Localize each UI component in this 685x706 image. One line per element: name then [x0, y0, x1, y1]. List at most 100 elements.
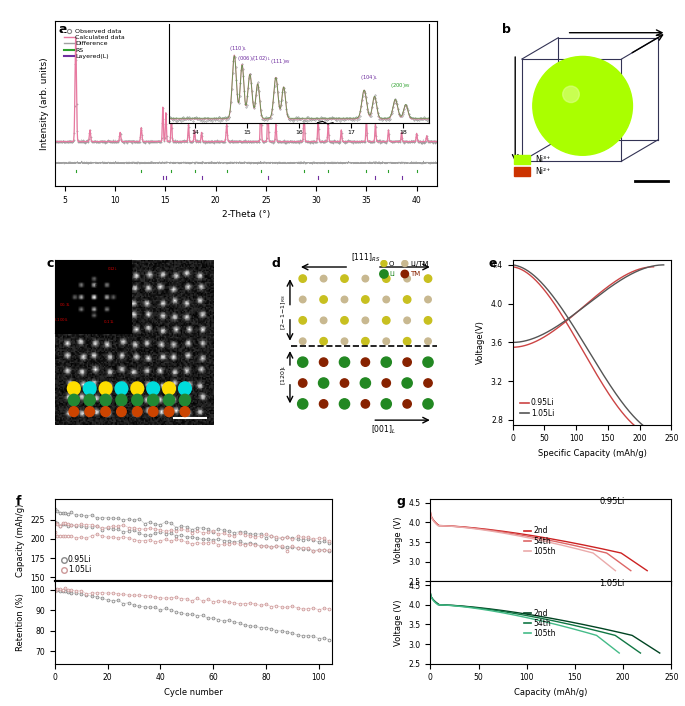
- Circle shape: [179, 394, 190, 406]
- Circle shape: [382, 275, 390, 282]
- Circle shape: [320, 337, 327, 345]
- Circle shape: [99, 382, 112, 395]
- Text: a: a: [59, 23, 67, 36]
- Text: Ni²⁺: Ni²⁺: [535, 167, 550, 176]
- Circle shape: [149, 407, 158, 417]
- Circle shape: [319, 378, 329, 388]
- Circle shape: [362, 317, 369, 323]
- Circle shape: [382, 317, 390, 324]
- X-axis label: Capacity (mAh/g): Capacity (mAh/g): [514, 688, 588, 697]
- X-axis label: Cycle number: Cycle number: [164, 688, 223, 697]
- Circle shape: [84, 382, 96, 395]
- Text: b: b: [502, 23, 511, 36]
- Circle shape: [425, 338, 432, 345]
- Text: Ni³⁺: Ni³⁺: [535, 155, 550, 164]
- Circle shape: [297, 357, 308, 367]
- Circle shape: [424, 275, 432, 282]
- Circle shape: [379, 270, 388, 278]
- Text: $[2\!-\!1\!-\!1]_{RS}$: $[2\!-\!1\!-\!1]_{RS}$: [279, 294, 288, 330]
- Y-axis label: Intensity (arb. units): Intensity (arb. units): [40, 57, 49, 150]
- Bar: [514, 167, 530, 176]
- Circle shape: [319, 358, 328, 366]
- Text: e: e: [489, 257, 497, 270]
- Circle shape: [299, 297, 306, 303]
- Circle shape: [297, 399, 308, 409]
- Circle shape: [423, 357, 433, 367]
- Circle shape: [403, 400, 411, 408]
- Circle shape: [381, 399, 391, 409]
- Y-axis label: Retention (%): Retention (%): [16, 594, 25, 652]
- Circle shape: [340, 317, 348, 324]
- Circle shape: [424, 317, 432, 324]
- Y-axis label: Voltage (V): Voltage (V): [394, 599, 403, 646]
- Circle shape: [404, 275, 410, 282]
- Circle shape: [341, 297, 348, 303]
- Circle shape: [402, 261, 408, 267]
- Circle shape: [533, 56, 632, 155]
- Circle shape: [361, 358, 369, 366]
- Circle shape: [360, 378, 371, 388]
- Circle shape: [320, 296, 327, 303]
- Circle shape: [164, 394, 175, 406]
- Text: f: f: [16, 495, 21, 508]
- Circle shape: [362, 337, 369, 345]
- Text: c: c: [47, 257, 54, 270]
- Text: 1.05Li: 1.05Li: [599, 579, 625, 588]
- Circle shape: [180, 407, 190, 417]
- Circle shape: [164, 407, 174, 417]
- Circle shape: [148, 394, 159, 406]
- Text: $[111]_{RS}$: $[111]_{RS}$: [351, 251, 380, 263]
- Circle shape: [424, 379, 432, 387]
- Text: Li: Li: [389, 271, 395, 277]
- Circle shape: [403, 296, 411, 303]
- Text: 0.95Li: 0.95Li: [599, 497, 625, 505]
- Circle shape: [403, 337, 411, 345]
- Circle shape: [116, 407, 126, 417]
- Circle shape: [340, 275, 348, 282]
- Circle shape: [101, 407, 110, 417]
- Circle shape: [381, 357, 391, 367]
- Circle shape: [382, 379, 390, 387]
- Circle shape: [362, 296, 369, 303]
- Legend: 0.95Li, 1.05Li: 0.95Li, 1.05Li: [516, 395, 558, 421]
- Y-axis label: Voltage (V): Voltage (V): [394, 517, 403, 563]
- Circle shape: [423, 399, 433, 409]
- Circle shape: [562, 86, 580, 102]
- Circle shape: [383, 297, 390, 303]
- Circle shape: [132, 394, 143, 406]
- Circle shape: [299, 379, 307, 387]
- Circle shape: [85, 407, 95, 417]
- Circle shape: [381, 261, 387, 267]
- Circle shape: [100, 394, 111, 406]
- Circle shape: [404, 317, 410, 323]
- Circle shape: [321, 275, 327, 282]
- Text: $[120]_L$: $[120]_L$: [279, 364, 288, 385]
- Text: $[001]_L$: $[001]_L$: [371, 424, 397, 436]
- Circle shape: [319, 400, 328, 408]
- Circle shape: [401, 270, 408, 277]
- Circle shape: [361, 400, 369, 408]
- Bar: [514, 155, 530, 164]
- X-axis label: Specific Capacity (mAh/g): Specific Capacity (mAh/g): [538, 449, 647, 458]
- Text: g: g: [397, 495, 406, 508]
- Legend: Observed data, Calculated data, Difference, RS, Layered(L): Observed data, Calculated data, Differen…: [62, 26, 127, 61]
- Circle shape: [131, 382, 144, 395]
- Legend: 2nd, 54th, 105th: 2nd, 54th, 105th: [521, 523, 559, 558]
- Circle shape: [68, 382, 80, 395]
- Text: d: d: [271, 257, 280, 270]
- X-axis label: 2-Theta (°): 2-Theta (°): [222, 210, 270, 219]
- Circle shape: [339, 357, 349, 367]
- Circle shape: [133, 407, 142, 417]
- Legend: 0.95Li, 1.05Li: 0.95Li, 1.05Li: [59, 552, 95, 578]
- Y-axis label: Voltage(V): Voltage(V): [476, 321, 485, 364]
- Circle shape: [115, 382, 128, 395]
- Circle shape: [362, 275, 369, 282]
- Circle shape: [84, 394, 95, 406]
- Circle shape: [321, 317, 327, 323]
- Circle shape: [299, 275, 306, 282]
- Circle shape: [68, 394, 79, 406]
- Circle shape: [402, 378, 412, 388]
- Circle shape: [116, 394, 127, 406]
- Y-axis label: Capacity (mAh/g): Capacity (mAh/g): [16, 503, 25, 577]
- Circle shape: [403, 358, 411, 366]
